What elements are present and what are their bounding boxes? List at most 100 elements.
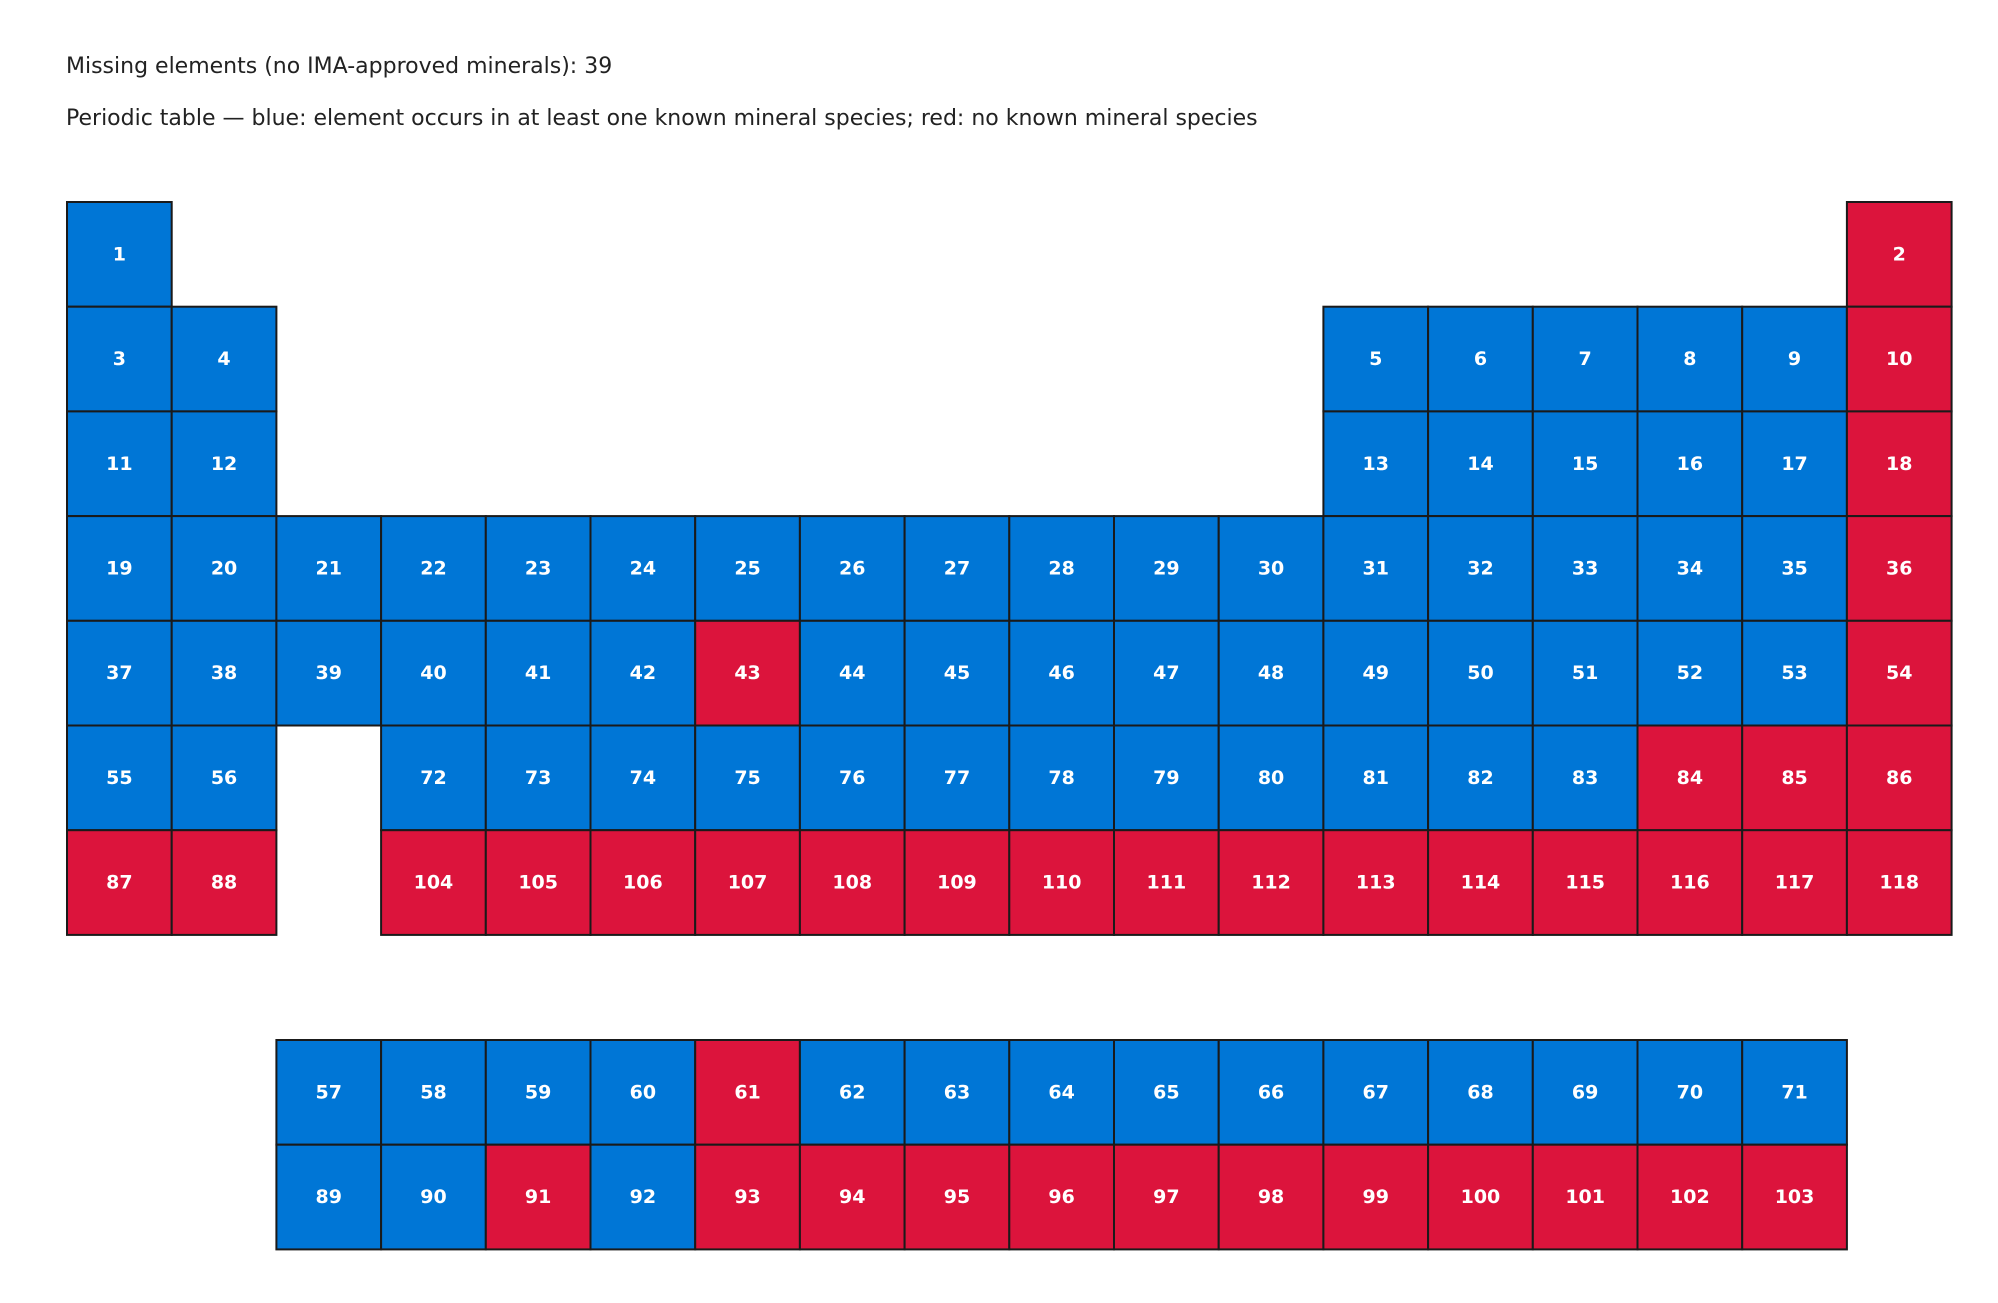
- element-cell-78: 78: [1008, 724, 1115, 832]
- element-cell-55: 55: [66, 724, 173, 832]
- element-box-56: [170, 724, 278, 832]
- element-number-59: 59: [525, 1081, 551, 1103]
- element-cell-81: 81: [1322, 724, 1430, 832]
- element-cell-20: 20: [170, 515, 278, 622]
- element-box-8: [1636, 305, 1744, 413]
- element-number-90: 90: [420, 1186, 446, 1208]
- element-box-35: [1741, 515, 1848, 622]
- element-number-68: 68: [1467, 1081, 1493, 1103]
- element-cell-59: 59: [484, 1039, 592, 1146]
- element-number-5: 5: [1369, 348, 1382, 370]
- element-cell-67: 67: [1322, 1039, 1430, 1146]
- element-number-95: 95: [944, 1186, 970, 1208]
- element-box-98: [1217, 1143, 1325, 1251]
- element-number-27: 27: [944, 557, 970, 579]
- element-cell-43: 43: [694, 619, 801, 727]
- element-number-13: 13: [1363, 453, 1389, 475]
- element-cell-51: 51: [1531, 619, 1639, 727]
- element-number-64: 64: [1048, 1081, 1074, 1103]
- element-number-23: 23: [525, 557, 551, 579]
- element-cell-101: 101: [1531, 1143, 1639, 1251]
- element-box-10: [1845, 305, 1953, 413]
- element-number-77: 77: [944, 767, 970, 789]
- element-number-117: 117: [1775, 872, 1815, 894]
- element-number-115: 115: [1565, 872, 1605, 894]
- element-number-110: 110: [1042, 872, 1082, 894]
- element-box-33: [1531, 515, 1639, 622]
- element-box-11: [66, 410, 173, 518]
- element-number-81: 81: [1363, 767, 1389, 789]
- element-number-25: 25: [734, 557, 760, 579]
- element-number-38: 38: [211, 662, 237, 684]
- element-cell-16: 16: [1636, 410, 1744, 518]
- element-cell-95: 95: [903, 1143, 1011, 1251]
- element-number-80: 80: [1258, 767, 1284, 789]
- element-number-107: 107: [728, 872, 768, 894]
- element-number-82: 82: [1467, 767, 1493, 789]
- element-box-111: [1113, 829, 1220, 936]
- element-box-99: [1322, 1143, 1430, 1251]
- element-cell-1: 1: [66, 201, 173, 308]
- element-cell-115: 115: [1531, 829, 1639, 936]
- element-box-17: [1741, 410, 1848, 518]
- element-number-69: 69: [1572, 1081, 1598, 1103]
- element-cell-60: 60: [589, 1039, 697, 1146]
- element-cell-30: 30: [1217, 515, 1325, 622]
- element-number-98: 98: [1258, 1186, 1284, 1208]
- element-cell-63: 63: [903, 1039, 1011, 1146]
- element-box-103: [1741, 1143, 1848, 1251]
- element-cell-114: 114: [1427, 829, 1534, 936]
- element-cell-56: 56: [170, 724, 278, 832]
- element-number-96: 96: [1048, 1186, 1074, 1208]
- element-box-105: [484, 829, 592, 936]
- element-box-14: [1427, 410, 1534, 518]
- element-cell-35: 35: [1741, 515, 1848, 622]
- element-box-97: [1113, 1143, 1220, 1251]
- element-number-116: 116: [1670, 872, 1710, 894]
- element-box-91: [484, 1143, 592, 1251]
- element-number-50: 50: [1467, 662, 1493, 684]
- element-cell-7: 7: [1531, 305, 1639, 413]
- element-cell-15: 15: [1531, 410, 1639, 518]
- chart-title: Periodic table — blue: element occurs in…: [66, 106, 1258, 131]
- element-cell-29: 29: [1113, 515, 1220, 622]
- element-cell-100: 100: [1427, 1143, 1534, 1251]
- element-cell-69: 69: [1531, 1039, 1639, 1146]
- element-number-17: 17: [1781, 453, 1807, 475]
- element-number-61: 61: [734, 1081, 760, 1103]
- element-number-8: 8: [1683, 348, 1696, 370]
- element-number-87: 87: [106, 872, 132, 894]
- element-box-62: [798, 1039, 906, 1146]
- element-cell-109: 109: [903, 829, 1011, 936]
- element-number-37: 37: [106, 662, 132, 684]
- element-number-1: 1: [113, 243, 126, 265]
- element-number-19: 19: [106, 557, 132, 579]
- element-cell-3: 3: [66, 305, 173, 413]
- element-box-53: [1741, 619, 1848, 727]
- element-box-102: [1636, 1143, 1744, 1251]
- element-cell-34: 34: [1636, 515, 1744, 622]
- element-number-41: 41: [525, 662, 551, 684]
- element-number-83: 83: [1572, 767, 1598, 789]
- element-box-118: [1845, 829, 1953, 936]
- element-box-72: [380, 724, 487, 832]
- element-cell-22: 22: [380, 515, 487, 622]
- element-cell-36: 36: [1845, 515, 1953, 622]
- element-cell-118: 118: [1845, 829, 1953, 936]
- element-cell-66: 66: [1217, 1039, 1325, 1146]
- element-cell-44: 44: [798, 619, 906, 727]
- element-cell-6: 6: [1427, 305, 1534, 413]
- element-number-78: 78: [1048, 767, 1074, 789]
- element-cell-37: 37: [66, 619, 173, 727]
- element-box-41: [484, 619, 592, 727]
- element-number-49: 49: [1363, 662, 1389, 684]
- element-box-45: [903, 619, 1011, 727]
- element-number-12: 12: [211, 453, 237, 475]
- element-number-11: 11: [106, 453, 132, 475]
- element-cell-77: 77: [903, 724, 1011, 832]
- element-cell-54: 54: [1845, 619, 1953, 727]
- element-number-101: 101: [1565, 1186, 1605, 1208]
- element-number-72: 72: [420, 767, 446, 789]
- element-number-6: 6: [1474, 348, 1487, 370]
